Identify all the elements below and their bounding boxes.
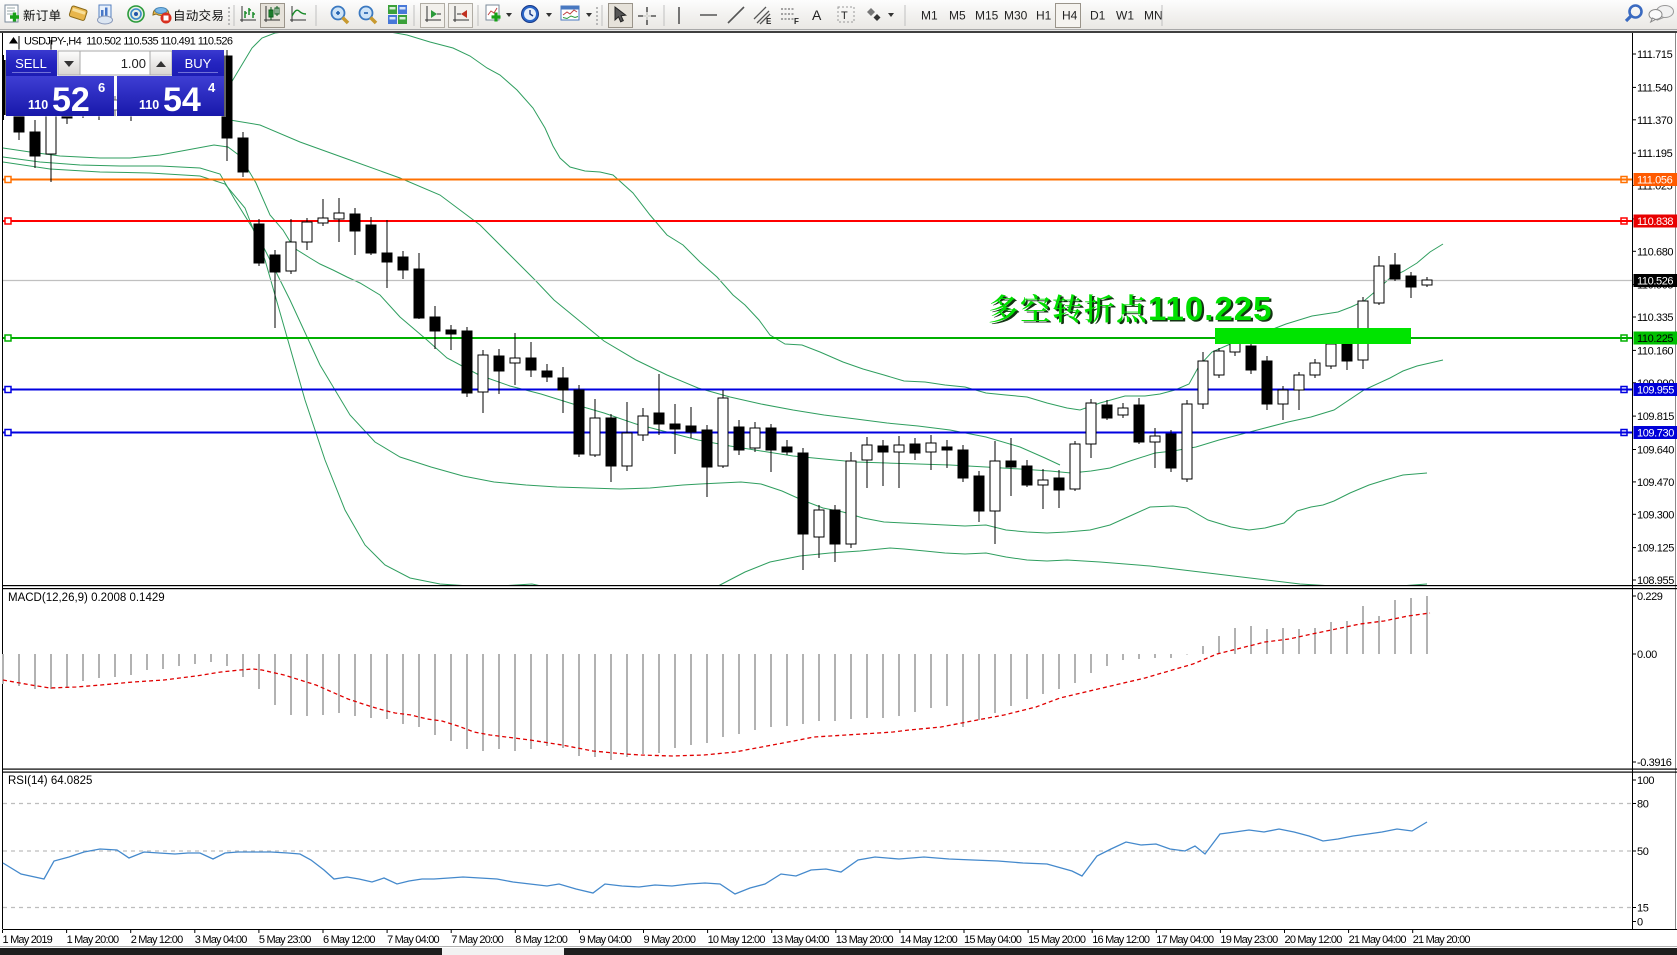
svg-text:21 May 20:00: 21 May 20:00 <box>1413 934 1471 946</box>
svg-text:0.00: 0.00 <box>1637 649 1657 661</box>
svg-text:4: 4 <box>208 80 216 95</box>
svg-text:110.335: 110.335 <box>1637 312 1673 324</box>
svg-text:19 May 23:00: 19 May 23:00 <box>1220 934 1278 946</box>
svg-text:13 May 04:00: 13 May 04:00 <box>772 934 830 946</box>
svg-text:F: F <box>794 17 799 26</box>
svg-text:D1: D1 <box>1090 9 1106 23</box>
svg-text:2 May 12:00: 2 May 12:00 <box>131 934 183 946</box>
svg-text:15 May 20:00: 15 May 20:00 <box>1028 934 1086 946</box>
svg-text:A: A <box>812 7 822 23</box>
svg-text:15: 15 <box>1637 903 1649 915</box>
svg-text:111.056: 111.056 <box>1637 175 1673 187</box>
svg-text:SELL: SELL <box>15 56 47 71</box>
svg-text:80: 80 <box>1637 799 1649 811</box>
svg-text:100: 100 <box>1637 775 1654 787</box>
svg-text:109.955: 109.955 <box>1637 385 1674 397</box>
svg-text:109.300: 109.300 <box>1637 509 1674 521</box>
svg-text:21 May 04:00: 21 May 04:00 <box>1349 934 1407 946</box>
svg-text:8 May 12:00: 8 May 12:00 <box>515 934 567 946</box>
svg-text:M5: M5 <box>949 9 966 23</box>
svg-text:17 May 04:00: 17 May 04:00 <box>1156 934 1214 946</box>
svg-text:110.225: 110.225 <box>1150 292 1274 329</box>
svg-text:W1: W1 <box>1116 9 1134 23</box>
svg-text:E: E <box>766 17 772 26</box>
svg-text:111.195: 111.195 <box>1637 148 1673 160</box>
svg-text:M1: M1 <box>921 9 938 23</box>
svg-text:15 May 04:00: 15 May 04:00 <box>964 934 1022 946</box>
svg-text:14 May 12:00: 14 May 12:00 <box>900 934 958 946</box>
svg-text:111.370: 111.370 <box>1637 115 1673 127</box>
svg-text:5 May 23:00: 5 May 23:00 <box>259 934 311 946</box>
svg-text:20 May 12:00: 20 May 12:00 <box>1285 934 1343 946</box>
svg-text:M15: M15 <box>975 9 999 23</box>
svg-text:10 May 12:00: 10 May 12:00 <box>708 934 766 946</box>
svg-text:50: 50 <box>1637 846 1649 858</box>
svg-text:108.955: 108.955 <box>1637 575 1674 587</box>
svg-text:110.225: 110.225 <box>1637 333 1673 345</box>
svg-text:109.730: 109.730 <box>1637 428 1674 440</box>
svg-text:110.680: 110.680 <box>1637 246 1673 258</box>
svg-text:110: 110 <box>28 98 48 112</box>
svg-text:RSI(14) 64.0825: RSI(14) 64.0825 <box>8 775 92 787</box>
svg-text:109.125: 109.125 <box>1637 543 1674 555</box>
svg-text:111.715: 111.715 <box>1637 49 1673 61</box>
svg-text:1.00: 1.00 <box>121 56 146 71</box>
svg-text:9 May 20:00: 9 May 20:00 <box>644 934 696 946</box>
svg-text:0: 0 <box>1637 917 1643 929</box>
svg-text:H4: H4 <box>1062 9 1078 23</box>
svg-text:-0.3916: -0.3916 <box>1637 757 1672 769</box>
svg-text:MN: MN <box>1144 9 1163 23</box>
svg-text:110.526: 110.526 <box>1637 276 1673 288</box>
svg-text:110.838: 110.838 <box>1637 216 1673 228</box>
svg-text:7 May 20:00: 7 May 20:00 <box>451 934 503 946</box>
svg-text:3 May 04:00: 3 May 04:00 <box>195 934 247 946</box>
svg-text:110.225: 110.225 <box>1148 290 1272 327</box>
svg-text:9 May 04:00: 9 May 04:00 <box>579 934 631 946</box>
svg-text:1 May 2019: 1 May 2019 <box>3 934 53 946</box>
svg-text:111.540: 111.540 <box>1637 82 1673 94</box>
svg-text:H1: H1 <box>1036 9 1052 23</box>
svg-text:1 May 20:00: 1 May 20:00 <box>67 934 119 946</box>
svg-text:BUY: BUY <box>185 56 212 71</box>
svg-text:110.160: 110.160 <box>1637 345 1673 357</box>
svg-text:T: T <box>841 10 848 22</box>
svg-text:109.815: 109.815 <box>1637 411 1674 423</box>
svg-text:0.229: 0.229 <box>1637 591 1663 603</box>
svg-text:16 May 12:00: 16 May 12:00 <box>1092 934 1150 946</box>
svg-text:109.470: 109.470 <box>1637 477 1674 489</box>
svg-text:6 May 12:00: 6 May 12:00 <box>323 934 375 946</box>
svg-text:110: 110 <box>139 98 159 112</box>
svg-text:7 May 04:00: 7 May 04:00 <box>387 934 439 946</box>
svg-text:52: 52 <box>52 81 90 119</box>
svg-text:M30: M30 <box>1004 9 1028 23</box>
svg-text:USDJPY-,H4 110.502 110.535 11: USDJPY-,H4 110.502 110.535 110.491 110.5… <box>24 36 233 48</box>
svg-text:54: 54 <box>163 81 201 119</box>
svg-text:13 May 20:00: 13 May 20:00 <box>836 934 894 946</box>
svg-text:6: 6 <box>98 80 105 95</box>
svg-text:109.640: 109.640 <box>1637 445 1674 457</box>
svg-text:MACD(12,26,9) 0.2008 0.1429: MACD(12,26,9) 0.2008 0.1429 <box>8 592 165 604</box>
